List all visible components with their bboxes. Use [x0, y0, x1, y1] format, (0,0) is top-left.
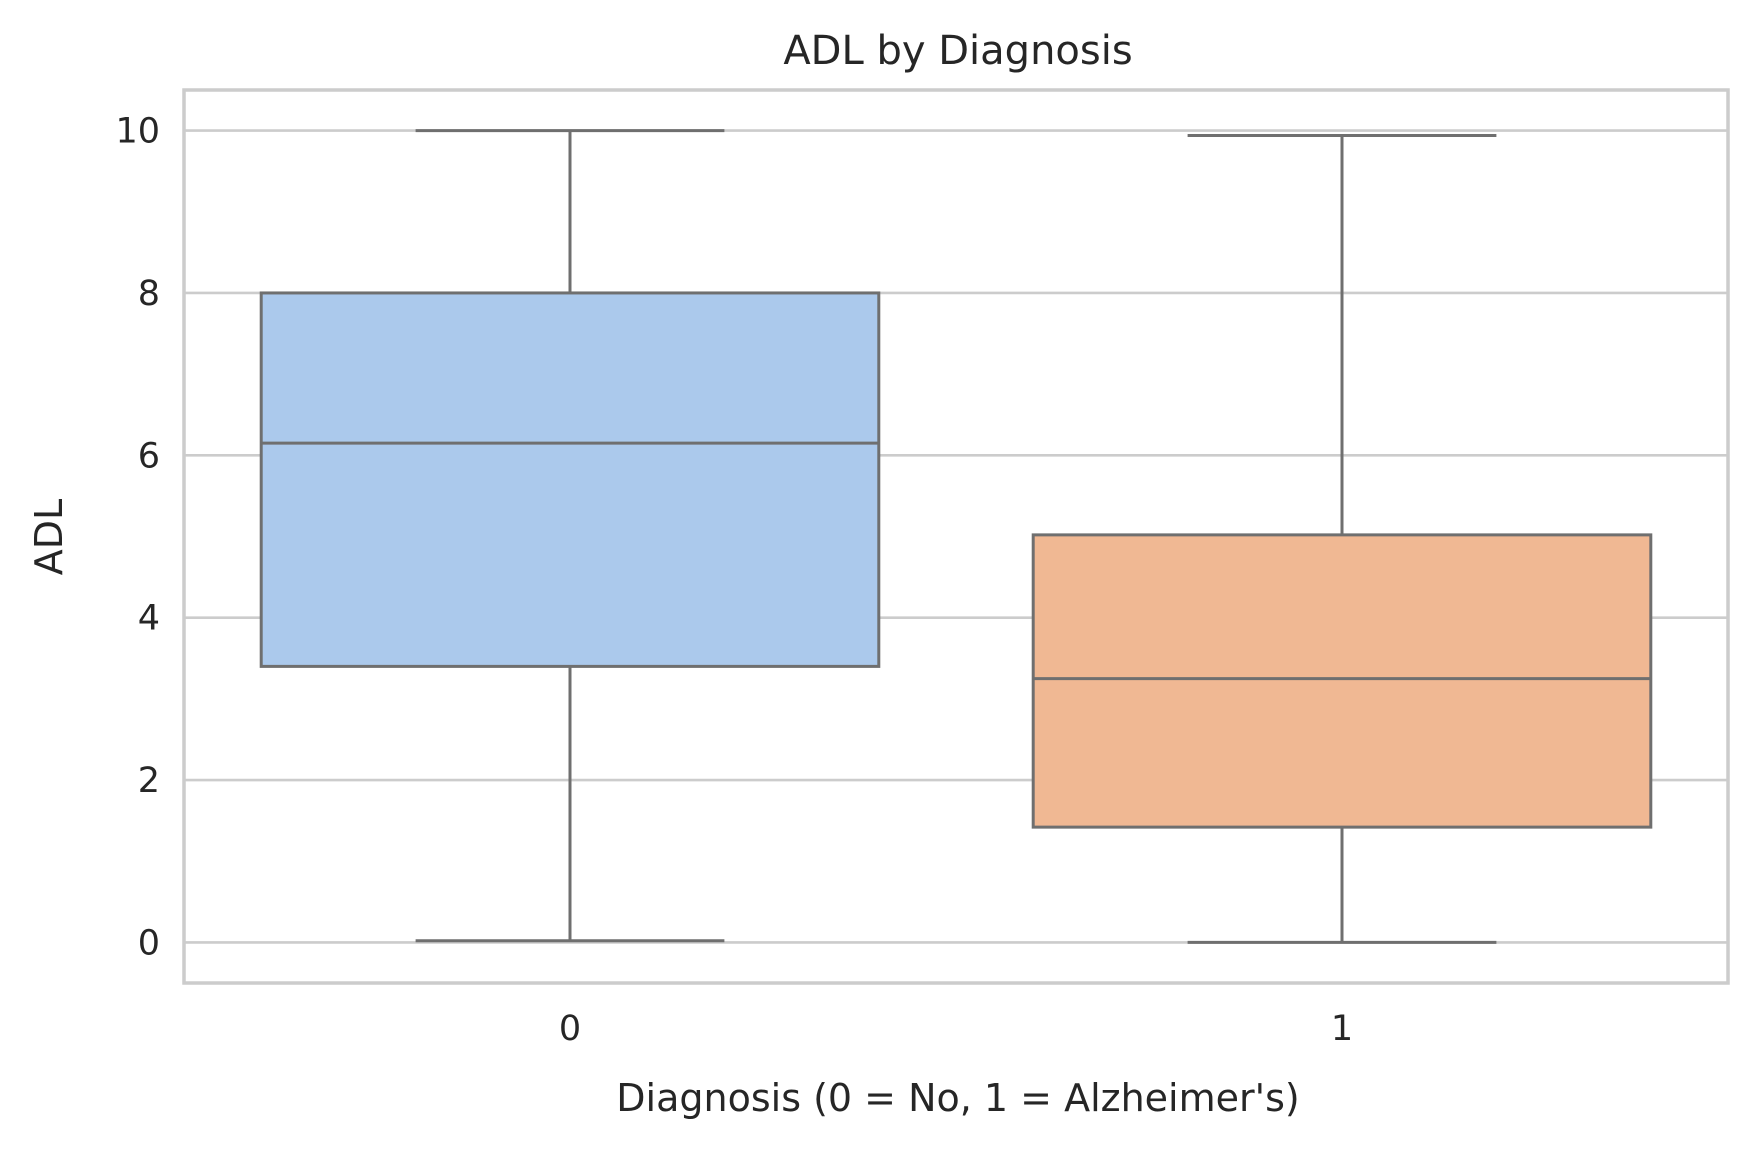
y-tick-label-8: 8 [138, 274, 160, 314]
iqr-box-1 [1031, 533, 1653, 829]
x-tick-label-0: 0 [559, 1009, 581, 1049]
x-tick-label-1: 1 [1331, 1009, 1353, 1049]
y-tick-labels: 0 2 4 6 8 10 [115, 112, 160, 964]
y-tick-label-2: 2 [138, 761, 160, 801]
box-group-0 [259, 129, 881, 943]
y-tick-label-6: 6 [138, 436, 160, 476]
chart-title: ADL by Diagnosis [783, 28, 1132, 74]
y-axis-label: ADL [27, 499, 71, 575]
box-group-1 [1031, 133, 1653, 944]
x-axis-label: Diagnosis (0 = No, 1 = Alzheimer's) [616, 1076, 1299, 1120]
box-layer [259, 129, 1653, 944]
y-tick-label-0: 0 [138, 923, 160, 963]
y-tick-label-10: 10 [115, 112, 160, 152]
y-tick-label-4: 4 [138, 599, 160, 639]
plot-frame [182, 88, 1730, 985]
iqr-box-0 [259, 291, 881, 668]
